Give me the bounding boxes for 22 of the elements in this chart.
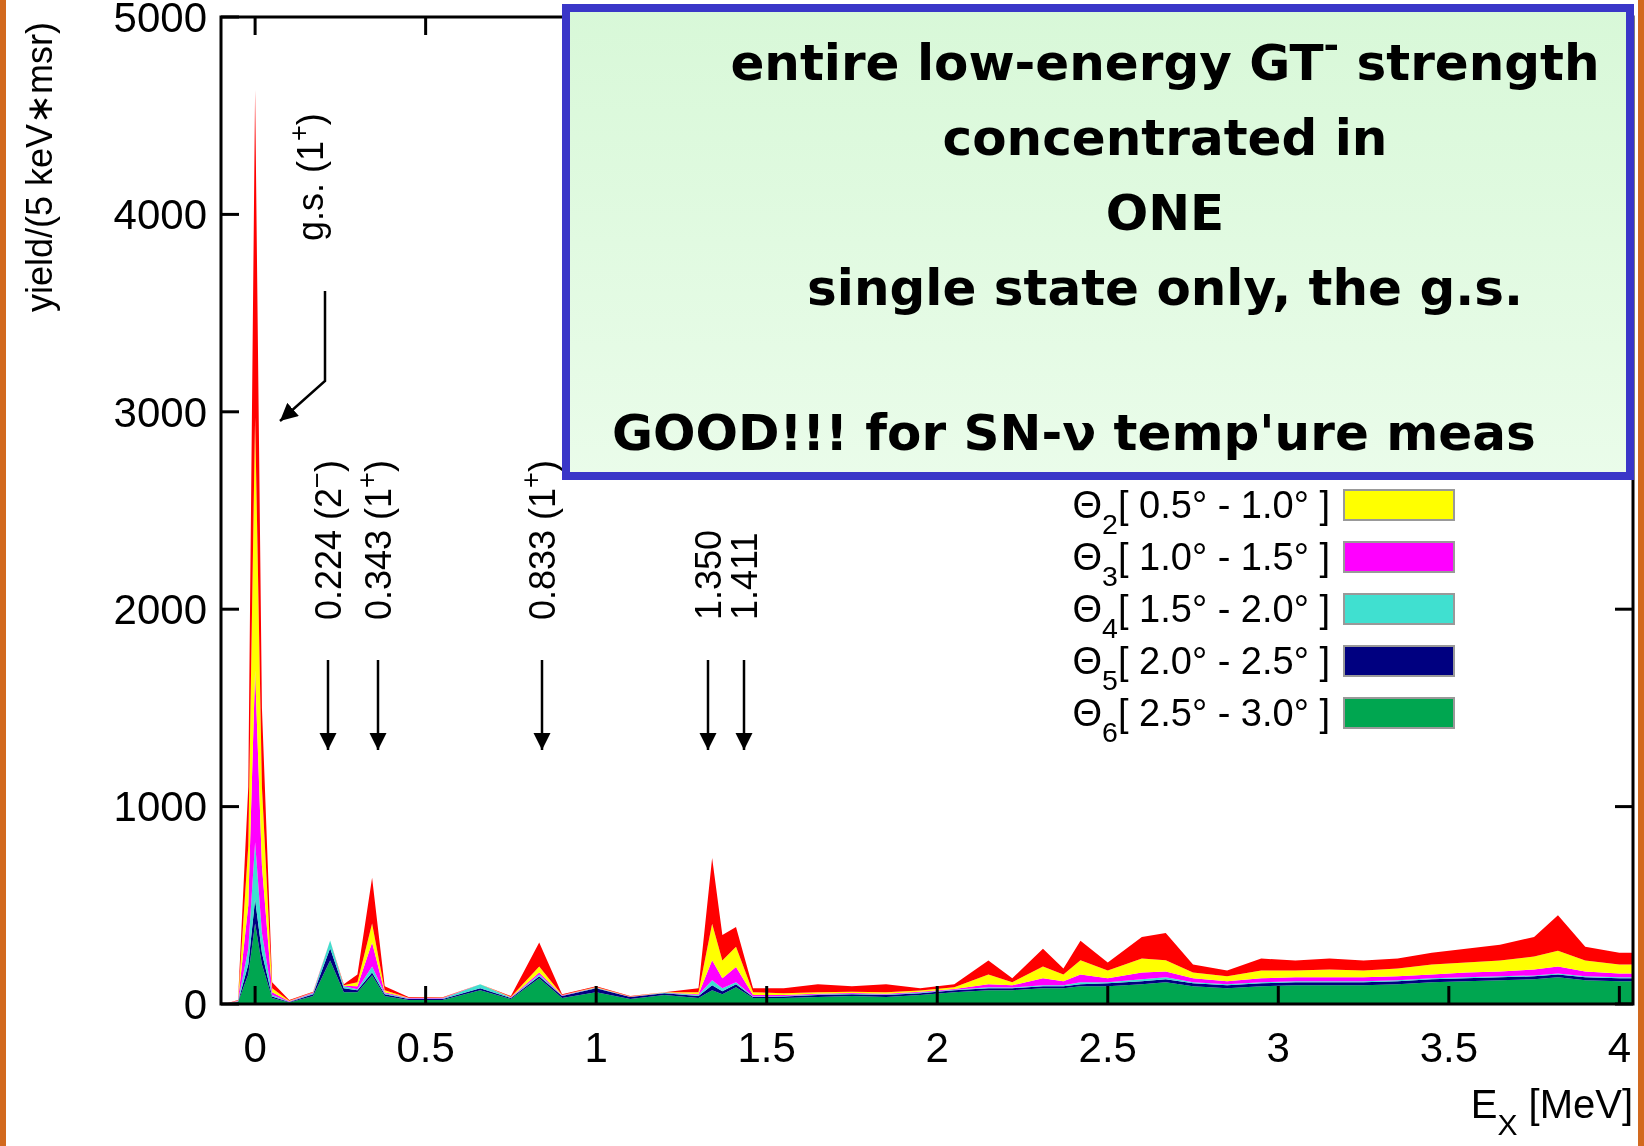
annotation: GOOD!!! for SN-ν temp'ure meas (612, 404, 1536, 462)
x-tick-label: 1 (584, 1024, 608, 1071)
annotation: single state only, the g.s. (807, 259, 1523, 317)
y-tick-label: 0 (183, 980, 207, 1028)
x-axis-title: E$_{X}$ [MeV] (1470, 1082, 1633, 1141)
annotation: ONE (1105, 184, 1225, 242)
x-tick-label: 0 (243, 1024, 267, 1071)
x-tick-label: 0.5 (396, 1024, 455, 1071)
y-tick-label: 2000 (113, 585, 207, 633)
x-tick-label: 4 (1607, 1024, 1632, 1071)
x-tick-label: 2.5 (1078, 1024, 1137, 1071)
annotation: concentrated in (942, 109, 1388, 167)
y-tick-label: 4000 (113, 191, 207, 239)
x-tick-label: 3.5 (1419, 1024, 1479, 1071)
y-tick-label: 1000 (113, 783, 207, 831)
x-tick-label: 1.5 (737, 1024, 796, 1071)
x-tick-label: 2 (925, 1024, 949, 1071)
y-axis-title: yield/(5 keV∗msr) (19, 22, 60, 313)
x-tick-label: 3 (1266, 1024, 1290, 1071)
y-tick-label: 5000 (113, 0, 207, 41)
annotation: entire low-energy GT$^{-}$ strength (730, 23, 1600, 92)
y-tick-label: 3000 (113, 388, 207, 436)
